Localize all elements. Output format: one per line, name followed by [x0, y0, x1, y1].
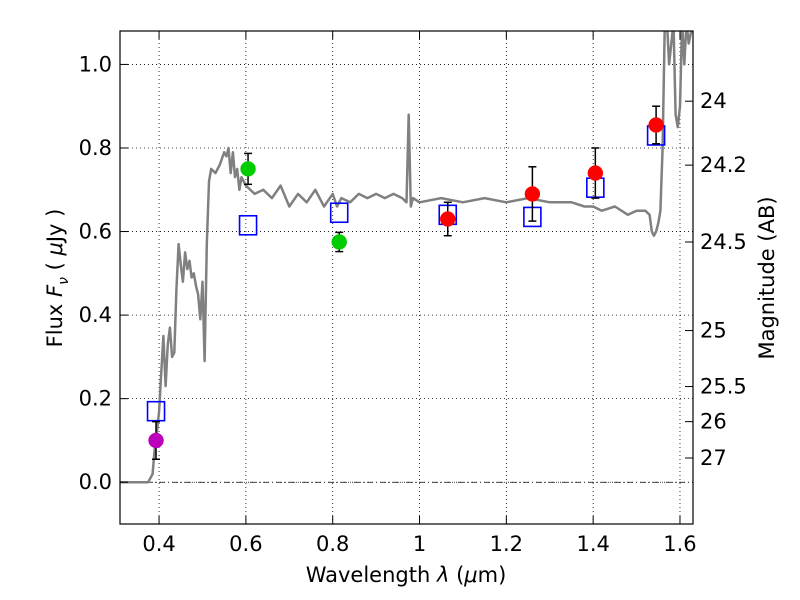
y-tick-label: 0.4 — [79, 303, 112, 327]
x-tick-label: 1.6 — [663, 532, 696, 556]
y-axis-label: Flux Fν ( μJy ) — [43, 209, 72, 348]
y-tick-label: 0.8 — [79, 136, 112, 160]
y2-tick-label: 25 — [700, 319, 727, 343]
plot-area — [120, 31, 693, 484]
model-flux-square — [146, 400, 166, 422]
x-tick-label: 1.2 — [490, 532, 523, 556]
x-tick-label: 0.6 — [229, 532, 262, 556]
y-tick-label: 1.0 — [79, 52, 112, 76]
y-tick-label: 0.0 — [79, 470, 112, 494]
ticks: 0.4 0.6 0.8 1 1.2 1.4 1.6 0.0 0.2 0.4 0.6 0.8 1.0 24 2… — [79, 31, 747, 556]
observed-flux-point — [524, 186, 541, 202]
observed-flux-point — [240, 161, 256, 177]
observed-flux-point — [148, 432, 164, 449]
x-tick-label: 1.4 — [576, 532, 609, 556]
y2-tick-label: 27 — [700, 446, 727, 470]
y-tick-label: 0.2 — [79, 387, 112, 411]
x-axis-label: Wavelength λ (μm) — [306, 563, 507, 587]
model-flux-square — [329, 202, 349, 224]
y2-tick-label: 25.5 — [700, 375, 747, 399]
x-tick-label: 0.4 — [142, 532, 175, 556]
x-tick-label: 0.8 — [316, 532, 349, 556]
observed-flux-point — [331, 234, 347, 250]
model-flux-square — [238, 214, 258, 236]
y2-tick-label: 26 — [700, 410, 727, 434]
observed-flux-point — [439, 211, 456, 227]
y2-tick-label: 24 — [700, 89, 727, 113]
observed-flux-point — [648, 117, 664, 133]
y2-tick-label: 24.2 — [700, 153, 747, 177]
template-spectrum-line — [120, 31, 693, 484]
y-tick-label: 0.6 — [79, 220, 112, 244]
plot-frame — [119, 30, 694, 525]
x-tick-label: 1 — [413, 532, 426, 556]
y2-tick-label: 24.5 — [700, 230, 747, 254]
observed-flux-point — [587, 165, 604, 181]
y2-axis-label: Magnitude (AB) — [755, 196, 779, 359]
